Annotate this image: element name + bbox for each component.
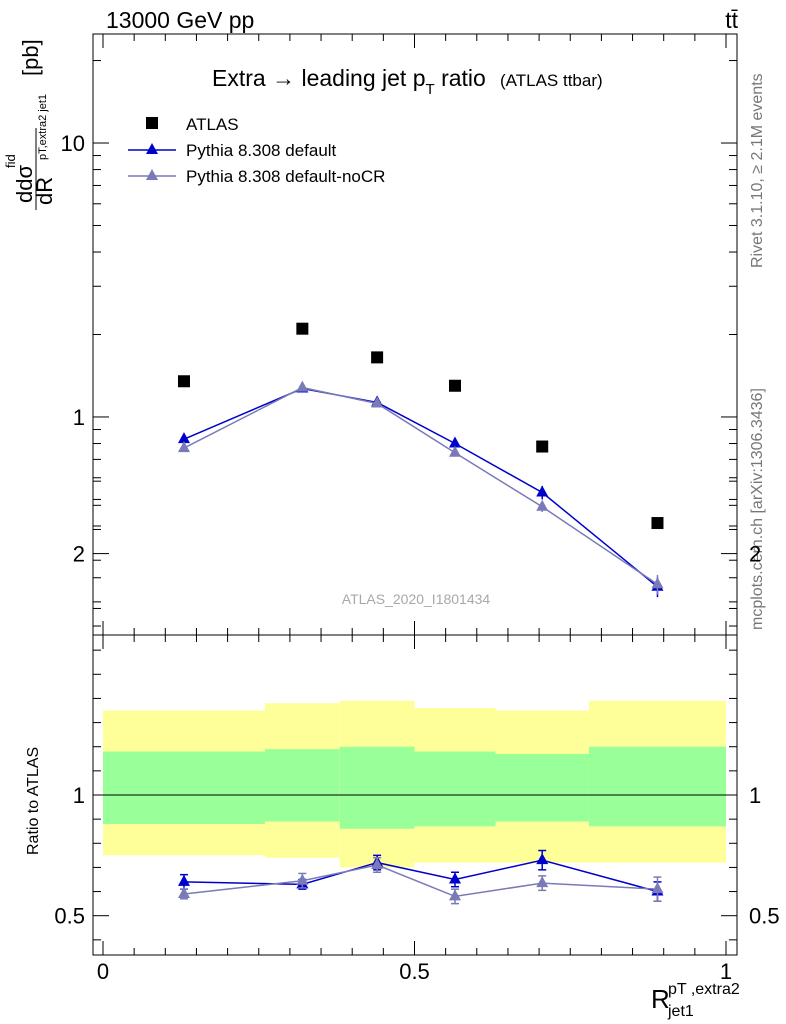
ratio-data-point [371,858,384,870]
ratio-y-tick-label: 2 [73,542,85,567]
atlas-data-point [651,517,664,530]
ratio-y-tick-labels: 0.5 0.5 1 1 2 2 [54,542,779,929]
ratio-series-line [183,864,658,898]
ratio-y-tick-label: 1 [73,783,85,808]
ratio-data-point [448,889,461,901]
ratio-data-point [177,886,190,898]
legend-marker-default [146,143,158,154]
ratio-data-marks [177,849,664,905]
mc-data-point [448,436,461,448]
legend: ATLAS Pythia 8.308 default Pythia 8.308 … [128,115,385,186]
mc-data-point [177,441,190,453]
rivet-version-label: Rivet 3.1.10, ≥ 2.1M events [749,73,766,268]
ratio-y-tick-label-right: 1 [749,783,761,808]
ratio-data-point [651,882,664,894]
x-axis-label: R [651,984,670,1014]
ratio-green-band [103,751,265,824]
x-tick-label: 0.5 [399,959,430,984]
mc-data-point [371,396,384,408]
ratio-data-point [448,872,461,884]
x-axis-label-sub: jet1 [667,1003,694,1020]
atlas-data-point [371,351,384,364]
atlas-data-point [296,322,309,335]
ratio-y-tick-label: 0.5 [54,904,85,929]
ratio-y-tick-label-right: 2 [749,542,761,567]
legend-marker-atlas [146,117,158,129]
ratio-green-band [414,751,496,827]
y-label-sub: pT,extra2 jet1 [37,94,49,160]
plot-title-paren: (ATLAS ttbar) [500,71,603,90]
y-tick-label: 10 [61,131,85,156]
mc-data-point [296,380,309,392]
ratio-green-band [264,749,340,822]
mc-data-point [177,432,190,444]
atlas-data-point [177,375,190,388]
ratio-green-band [339,746,415,829]
main-axis-ticks [93,34,737,635]
x-tick-labels: 0 0.5 1 [97,959,732,984]
mc-data-point [448,445,461,457]
y-label-num: ddσ [12,165,37,203]
legend-label-default: Pythia 8.308 default [186,141,337,160]
ratio-series-line [183,859,658,893]
ratio-y-axis-label: Ratio to ATLAS [25,747,42,855]
ratio-y-tick-label-right: 0.5 [749,904,780,929]
ratio-data-point [536,853,549,865]
mc-series-line [183,386,658,585]
process-label: tt̄ [725,7,738,33]
legend-marker-nocr [146,169,158,180]
mc-data-point [536,499,549,511]
ratio-green-band [588,746,726,827]
y-label-sup: fid [3,154,18,168]
mc-data-point [536,485,549,497]
analysis-watermark: ATLAS_2020_I1801434 [342,591,491,607]
ratio-green-band [495,753,589,822]
legend-label-nocr: Pythia 8.308 default-noCR [186,167,385,186]
atlas-data-point [448,379,461,392]
x-tick-label: 1 [720,959,732,984]
y-label-unit: [pb] [18,39,43,76]
ratio-data-point [177,874,190,886]
main-y-tick-labels: 1 10 [61,131,85,430]
ratio-axis-ticks [93,480,737,955]
main-y-axis-label: dR ddσ fid pT,extra2 jet1 [pb] [3,39,57,210]
ratio-data-point [536,876,549,888]
mc-series-line [183,387,658,588]
plot-title: Extra → leading jet pT ratio [212,65,486,98]
x-tick-label: 0 [97,959,109,984]
x-axis-label-sup: pT ,extra2 [668,981,740,998]
collision-label: 13000 GeV pp [106,7,254,33]
mc-data-point [651,577,664,589]
legend-label-atlas: ATLAS [186,115,239,134]
y-tick-label: 1 [73,405,85,430]
ratio-data-point [296,873,309,885]
mcplots-label: mcplots.cern.ch [arXiv:1306.3436] [749,388,766,630]
atlas-data-point [536,440,549,453]
ratio-uncertainty-bands [103,700,726,868]
main-data-marks [177,322,664,598]
